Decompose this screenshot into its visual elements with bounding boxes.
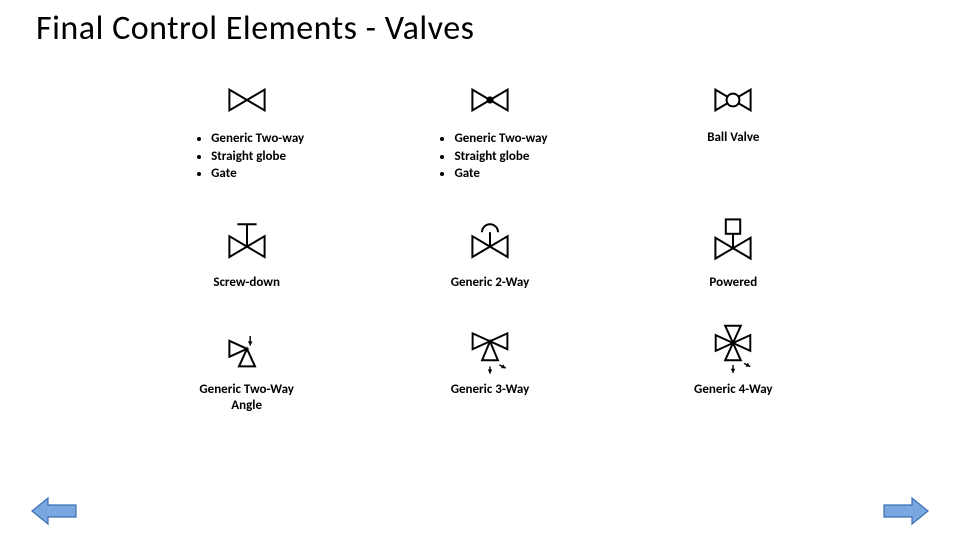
powered-icon [701, 215, 765, 269]
prev-slide-button[interactable] [30, 496, 78, 526]
valve-grid: Generic Two-wayStraight globeGate Generi… [140, 70, 840, 413]
arrow-right-icon [882, 496, 930, 526]
generic-two-way-2-icon [458, 70, 522, 124]
list-item: Straight globe [454, 148, 547, 166]
generic-3way-caption: Generic 3-Way [451, 382, 530, 398]
list-item: Straight globe [211, 148, 304, 166]
next-slide-button[interactable] [882, 496, 930, 526]
valve-cell-powered: Powered [627, 215, 840, 291]
valve-cell-generic-4way: Generic 4-Way [627, 322, 840, 413]
generic-4way-caption: Generic 4-Way [694, 382, 773, 398]
generic-3way-icon [458, 322, 522, 376]
list-item: Gate [454, 165, 547, 183]
valve-cell-ball-valve: Ball Valve [627, 70, 840, 183]
valve-cell-generic-two-way-2: Generic Two-wayStraight globeGate [383, 70, 596, 183]
generic-two-way-1-bullets: Generic Two-wayStraight globeGate [189, 130, 304, 183]
generic-two-way-1-icon [215, 70, 279, 124]
arrow-left-icon [30, 496, 78, 526]
list-item: Generic Two-way [454, 130, 547, 148]
valve-cell-generic-two-way-1: Generic Two-wayStraight globeGate [140, 70, 353, 183]
generic-2way-icon [458, 215, 522, 269]
powered-caption: Powered [709, 275, 757, 291]
page-title: Final Control Elements - Valves [36, 8, 474, 49]
valve-cell-generic-3way: Generic 3-Way [383, 322, 596, 413]
screw-down-icon [215, 215, 279, 269]
generic-two-way-angle-icon [215, 322, 279, 376]
list-item: Generic Two-way [211, 130, 304, 148]
screw-down-caption: Screw-down [213, 275, 280, 291]
generic-2way-caption: Generic 2-Way [451, 275, 530, 291]
list-item: Gate [211, 165, 304, 183]
generic-two-way-angle-caption: Generic Two-WayAngle [199, 382, 294, 413]
valve-cell-screw-down: Screw-down [140, 215, 353, 291]
ball-valve-caption: Ball Valve [707, 130, 759, 146]
ball-valve-icon [701, 70, 765, 124]
valve-cell-generic-2way: Generic 2-Way [383, 215, 596, 291]
generic-two-way-2-bullets: Generic Two-wayStraight globeGate [432, 130, 547, 183]
valve-cell-generic-two-way-angle: Generic Two-WayAngle [140, 322, 353, 413]
generic-4way-icon [700, 322, 766, 376]
